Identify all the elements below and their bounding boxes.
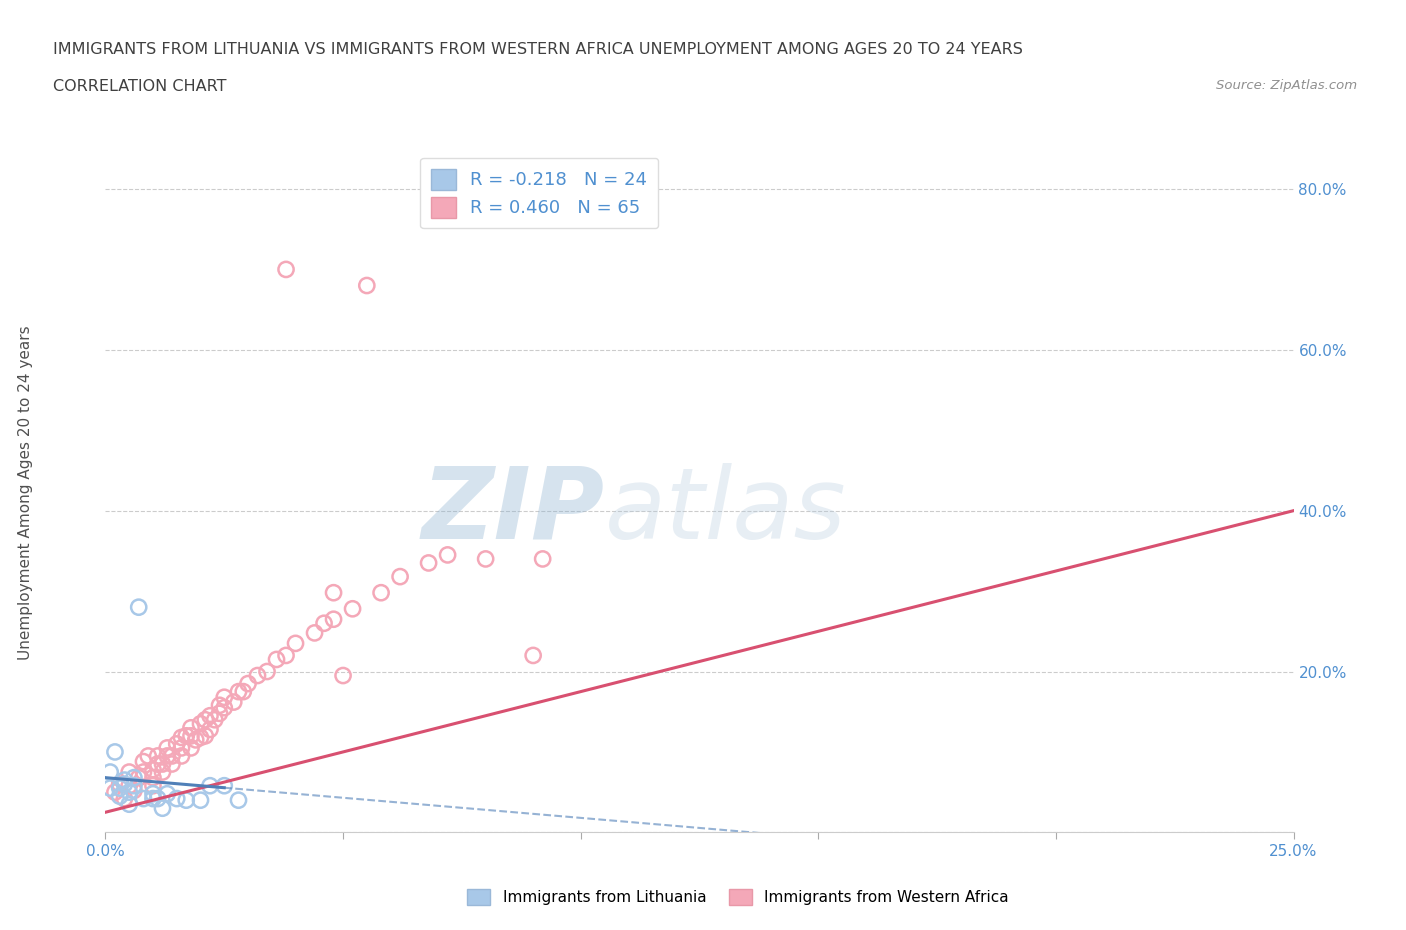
Point bbox=[356, 278, 378, 293]
Point bbox=[146, 749, 169, 764]
Point bbox=[214, 690, 236, 705]
Point bbox=[170, 740, 193, 755]
Point bbox=[122, 783, 145, 798]
Point bbox=[236, 676, 259, 691]
Point bbox=[170, 749, 193, 764]
Point bbox=[142, 791, 165, 806]
Point bbox=[274, 648, 297, 663]
Point bbox=[198, 722, 221, 737]
Point bbox=[128, 600, 150, 615]
Point bbox=[389, 569, 412, 584]
Point bbox=[122, 770, 145, 785]
Point bbox=[204, 712, 226, 727]
Point bbox=[418, 555, 440, 570]
Point bbox=[194, 728, 217, 743]
Point bbox=[146, 757, 169, 772]
Point bbox=[152, 801, 174, 816]
Point bbox=[114, 791, 136, 806]
Point bbox=[160, 749, 183, 764]
Text: CORRELATION CHART: CORRELATION CHART bbox=[53, 79, 226, 94]
Point bbox=[322, 612, 344, 627]
Point bbox=[152, 764, 174, 779]
Point bbox=[180, 721, 202, 736]
Point bbox=[194, 712, 217, 727]
Point bbox=[166, 791, 188, 806]
Point bbox=[156, 786, 179, 801]
Text: IMMIGRANTS FROM LITHUANIA VS IMMIGRANTS FROM WESTERN AFRICA UNEMPLOYMENT AMONG A: IMMIGRANTS FROM LITHUANIA VS IMMIGRANTS … bbox=[53, 42, 1024, 57]
Point bbox=[522, 648, 544, 663]
Point bbox=[246, 668, 269, 683]
Point bbox=[142, 770, 165, 785]
Point bbox=[142, 786, 165, 801]
Point bbox=[332, 668, 354, 683]
Point bbox=[474, 551, 496, 566]
Point bbox=[184, 733, 207, 748]
Point bbox=[370, 585, 392, 600]
Point bbox=[208, 698, 231, 712]
Point bbox=[114, 773, 136, 788]
Point bbox=[436, 548, 458, 563]
Point bbox=[166, 737, 188, 751]
Point bbox=[108, 777, 131, 791]
Point bbox=[190, 716, 212, 731]
Point bbox=[104, 745, 127, 760]
Point bbox=[170, 730, 193, 745]
Point bbox=[142, 763, 165, 777]
Point bbox=[322, 585, 344, 600]
Point bbox=[190, 730, 212, 745]
Point bbox=[198, 778, 221, 793]
Point bbox=[108, 780, 131, 795]
Text: Source: ZipAtlas.com: Source: ZipAtlas.com bbox=[1216, 79, 1357, 92]
Point bbox=[118, 778, 141, 793]
Point bbox=[118, 785, 141, 800]
Point bbox=[228, 792, 250, 807]
Legend: R = -0.218   N = 24, R = 0.460   N = 65: R = -0.218 N = 24, R = 0.460 N = 65 bbox=[420, 158, 658, 229]
Point bbox=[118, 764, 141, 779]
Text: atlas: atlas bbox=[605, 462, 846, 560]
Point bbox=[136, 749, 159, 764]
Text: Unemployment Among Ages 20 to 24 years: Unemployment Among Ages 20 to 24 years bbox=[18, 326, 32, 660]
Point bbox=[128, 770, 150, 785]
Text: ZIP: ZIP bbox=[422, 462, 605, 560]
Point bbox=[214, 700, 236, 715]
Point bbox=[228, 684, 250, 699]
Point bbox=[142, 778, 165, 793]
Point bbox=[156, 740, 179, 755]
Point bbox=[312, 616, 335, 631]
Point bbox=[190, 792, 212, 807]
Point bbox=[256, 664, 278, 679]
Point bbox=[274, 262, 297, 277]
Point bbox=[160, 757, 183, 772]
Legend: Immigrants from Lithuania, Immigrants from Western Africa: Immigrants from Lithuania, Immigrants fr… bbox=[461, 883, 1015, 911]
Point bbox=[146, 791, 169, 806]
Point bbox=[104, 785, 127, 800]
Point bbox=[232, 684, 254, 699]
Point bbox=[342, 602, 364, 617]
Point bbox=[531, 551, 554, 566]
Point bbox=[132, 754, 155, 769]
Point bbox=[208, 706, 231, 721]
Point bbox=[266, 652, 288, 667]
Point bbox=[214, 778, 236, 793]
Point bbox=[122, 778, 145, 793]
Point bbox=[198, 709, 221, 724]
Point bbox=[118, 797, 141, 812]
Point bbox=[98, 764, 121, 779]
Point bbox=[108, 789, 131, 804]
Point bbox=[132, 791, 155, 806]
Point bbox=[132, 764, 155, 779]
Point bbox=[152, 757, 174, 772]
Point bbox=[222, 695, 245, 710]
Point bbox=[304, 626, 326, 641]
Point bbox=[180, 740, 202, 755]
Point bbox=[98, 780, 121, 795]
Point bbox=[174, 728, 197, 743]
Point bbox=[284, 636, 307, 651]
Point bbox=[174, 792, 197, 807]
Point bbox=[156, 749, 179, 764]
Point bbox=[180, 728, 202, 743]
Point bbox=[114, 777, 136, 791]
